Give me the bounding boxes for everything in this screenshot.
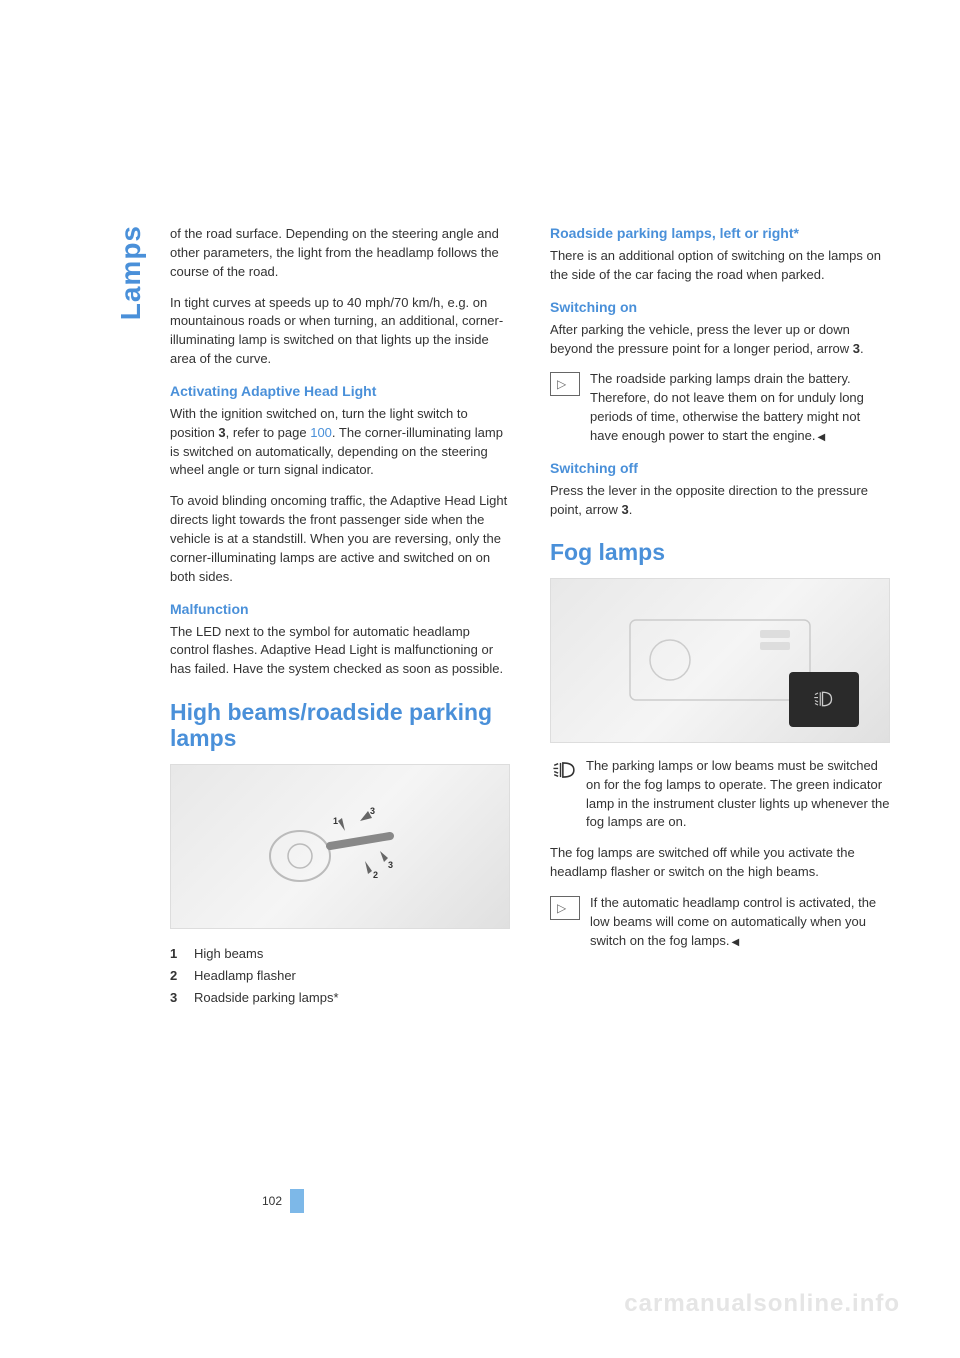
intro-paragraph-1: of the road surface. Depending on the st…	[170, 225, 510, 282]
arrow-number: 3	[853, 341, 860, 356]
legend-number: 2	[170, 965, 194, 987]
note-text: If the automatic headlamp control is act…	[590, 894, 890, 951]
switching-on-paragraph: After parking the vehicle, press the lev…	[550, 321, 890, 359]
right-column: Roadside parking lamps, left or right* T…	[550, 225, 890, 1021]
battery-warning-note: The roadside parking lamps drain the bat…	[550, 370, 890, 445]
page-marker	[290, 1189, 304, 1213]
fog-lamp-indicator-icon	[550, 759, 582, 781]
svg-text:1: 1	[333, 816, 338, 826]
fog-lamp-button-image	[550, 578, 890, 743]
switching-off-paragraph: Press the lever in the opposite directio…	[550, 482, 890, 520]
malfunction-paragraph: The LED next to the symbol for automatic…	[170, 623, 510, 680]
switching-off-heading: Switching off	[550, 460, 890, 476]
page-reference: 100	[310, 425, 332, 440]
roadside-heading: Roadside parking lamps, left or right*	[550, 225, 890, 241]
legend-list: 1 High beams 2 Headlamp flasher 3 Roadsi…	[170, 943, 510, 1009]
arrow-number: 3	[622, 502, 629, 517]
fog-lamps-heading: Fog lamps	[550, 539, 890, 565]
page-content: of the road surface. Depending on the st…	[100, 225, 900, 1021]
highbeams-lever-image: 3 1 2 3	[170, 764, 510, 929]
page-number: 102	[262, 1194, 282, 1208]
svg-text:3: 3	[370, 806, 375, 816]
text-fragment: .	[629, 502, 633, 517]
legend-label: Roadside parking lamps*	[194, 987, 339, 1009]
text-fragment: Press the lever in the opposite directio…	[550, 483, 868, 517]
fog-paragraph-2: The fog lamps are switched off while you…	[550, 844, 890, 882]
roadside-paragraph: There is an additional option of switchi…	[550, 247, 890, 285]
highbeams-heading: High beams/roadside parking lamps	[170, 699, 510, 752]
note-icon	[550, 896, 580, 920]
adaptive-paragraph-2: To avoid blinding oncoming traffic, the …	[170, 492, 510, 586]
auto-headlamp-note: If the automatic headlamp control is act…	[550, 894, 890, 951]
legend-item: 3 Roadside parking lamps*	[170, 987, 510, 1009]
malfunction-heading: Malfunction	[170, 601, 510, 617]
note-icon	[550, 372, 580, 396]
legend-item: 1 High beams	[170, 943, 510, 965]
text-fragment: After parking the vehicle, press the lev…	[550, 322, 853, 356]
svg-text:2: 2	[373, 870, 378, 880]
switching-on-heading: Switching on	[550, 299, 890, 315]
text-fragment: , refer to page	[226, 425, 311, 440]
watermark: carmanualsonline.info	[624, 1290, 900, 1318]
note-text: The roadside parking lamps drain the bat…	[590, 370, 890, 445]
left-column: of the road surface. Depending on the st…	[170, 225, 510, 1021]
legend-label: Headlamp flasher	[194, 965, 296, 987]
legend-item: 2 Headlamp flasher	[170, 965, 510, 987]
position-number: 3	[218, 425, 225, 440]
svg-text:3: 3	[388, 860, 393, 870]
fog-button-inset	[789, 672, 859, 727]
fog-indicator-paragraph: The parking lamps or low beams must be s…	[550, 757, 890, 832]
legend-label: High beams	[194, 943, 263, 965]
legend-number: 3	[170, 987, 194, 1009]
text-fragment: .	[860, 341, 864, 356]
intro-paragraph-2: In tight curves at speeds up to 40 mph/7…	[170, 294, 510, 369]
fog-paragraph-1: The parking lamps or low beams must be s…	[586, 757, 890, 832]
adaptive-paragraph-1: With the ignition switched on, turn the …	[170, 405, 510, 480]
adaptive-heading: Activating Adaptive Head Light	[170, 383, 510, 399]
legend-number: 1	[170, 943, 194, 965]
